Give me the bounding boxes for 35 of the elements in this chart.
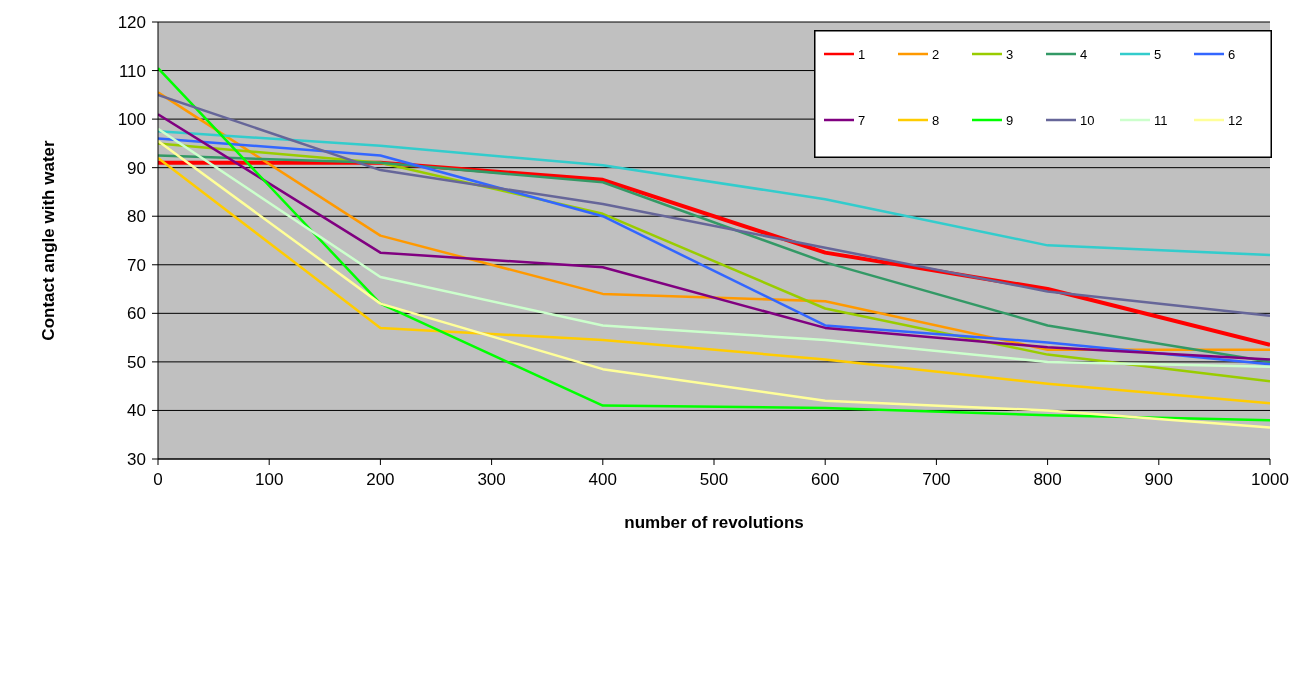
y-tick-label: 110 bbox=[118, 61, 146, 81]
y-tick-label: 100 bbox=[117, 110, 146, 130]
legend-label: 6 bbox=[1228, 46, 1236, 62]
legend-label: 3 bbox=[1006, 46, 1014, 62]
legend-label: 11 bbox=[1154, 112, 1168, 128]
x-tick-label: 100 bbox=[255, 470, 284, 490]
x-tick-label: 700 bbox=[922, 470, 951, 490]
legend-label: 10 bbox=[1080, 112, 1095, 128]
legend-label: 7 bbox=[858, 112, 866, 128]
x-axis-title: number of revolutions bbox=[624, 513, 804, 532]
y-tick-label: 80 bbox=[127, 207, 146, 227]
y-axis-title: Contact angle with water bbox=[39, 139, 59, 341]
legend-label: 12 bbox=[1228, 112, 1243, 128]
x-tick-label: 0 bbox=[153, 470, 163, 490]
x-tick-label: 300 bbox=[477, 470, 506, 490]
y-tick-label: 50 bbox=[127, 352, 146, 372]
legend-label: 9 bbox=[1006, 112, 1014, 128]
y-tick-label: 40 bbox=[127, 401, 146, 421]
y-tick-label: 120 bbox=[117, 13, 146, 33]
x-tick-label: 400 bbox=[588, 470, 617, 490]
y-tick-label: 30 bbox=[127, 450, 146, 470]
y-tick-label: 60 bbox=[127, 304, 146, 324]
x-tick-label: 200 bbox=[366, 470, 395, 490]
legend-label: 4 bbox=[1080, 46, 1088, 62]
legend-label: 5 bbox=[1154, 46, 1162, 62]
x-tick-label: 1000 bbox=[1251, 470, 1289, 490]
y-tick-label: 70 bbox=[127, 255, 146, 275]
y-tick-label: 90 bbox=[127, 158, 146, 178]
x-tick-label: 500 bbox=[699, 470, 729, 490]
legend-label: 8 bbox=[932, 112, 940, 128]
x-tick-label: 800 bbox=[1033, 470, 1062, 490]
legend-label: 1 bbox=[858, 46, 866, 62]
x-tick-label: 600 bbox=[811, 470, 840, 490]
x-tick-label: 900 bbox=[1144, 470, 1173, 490]
legend-label: 2 bbox=[932, 46, 940, 62]
